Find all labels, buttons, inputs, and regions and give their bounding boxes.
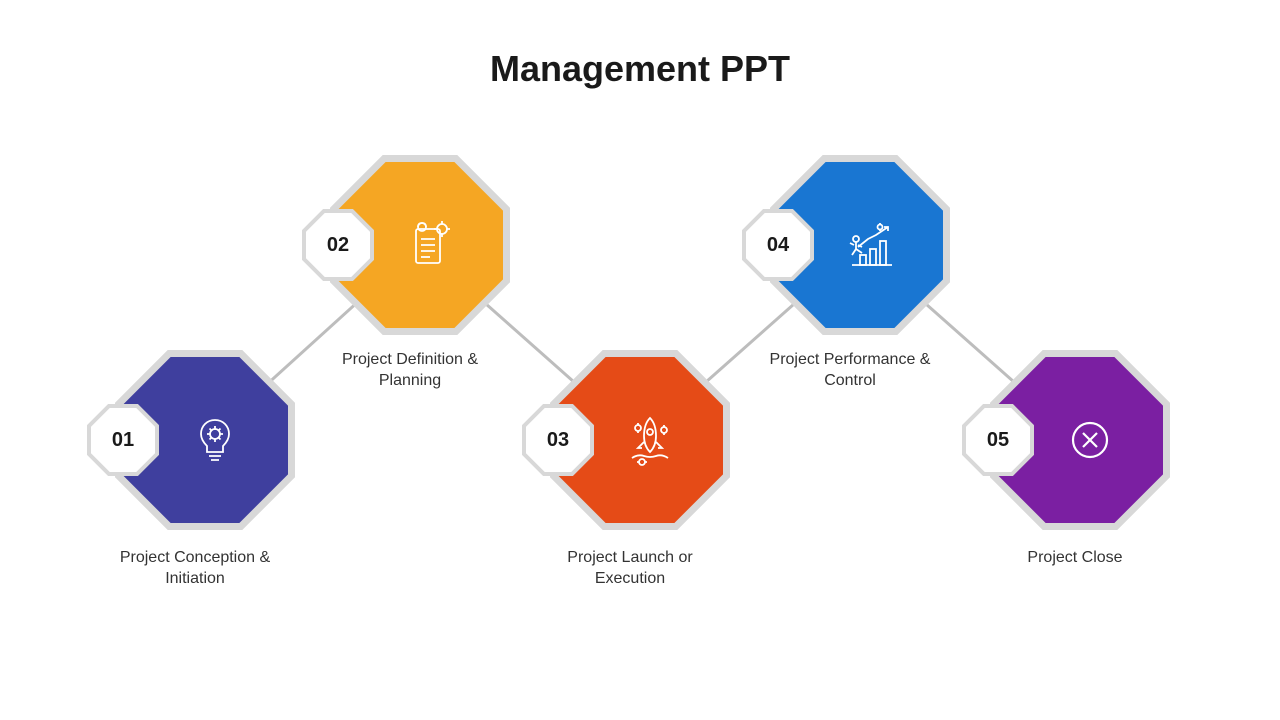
step-number: 05 [966,408,1030,472]
close-circle-icon [1060,410,1120,470]
step-04-node: 04 [770,155,950,335]
step-01-label: Project Conception & Initiation [95,548,295,590]
step-03-label: Project Launch or Execution [530,548,730,590]
step-02-node: 02 [330,155,510,335]
step-number: 02 [306,213,370,277]
step-number: 01 [91,408,155,472]
step-01-node: 01 [115,350,295,530]
step-number-badge: 01 [87,404,159,476]
step-02-label: Project Definition & Planning [310,350,510,392]
step-05-label: Project Close [975,548,1175,569]
chart-growth-icon [840,215,900,275]
step-number: 03 [526,408,590,472]
step-number-badge: 04 [742,209,814,281]
step-05-node: 05 [990,350,1170,530]
step-number-badge: 05 [962,404,1034,476]
lightbulb-gear-icon [185,410,245,470]
step-number: 04 [746,213,810,277]
step-03-node: 03 [550,350,730,530]
step-number-badge: 03 [522,404,594,476]
step-04-label: Project Performance & Control [750,350,950,392]
document-gear-icon [400,215,460,275]
step-number-badge: 02 [302,209,374,281]
rocket-launch-icon [620,410,680,470]
process-diagram: 01 Project Conception & Initiation 02 Proj… [0,0,1280,720]
